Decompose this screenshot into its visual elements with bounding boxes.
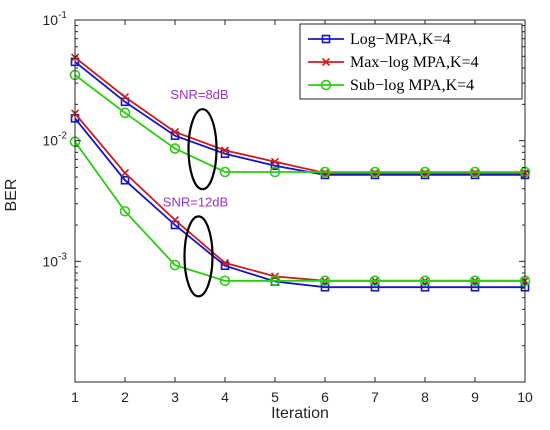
series-3 <box>69 69 531 178</box>
annotation-label: SNR=8dB <box>170 87 228 102</box>
data-point <box>170 215 180 225</box>
legend-label: Max−log MPA,K=4 <box>350 54 479 71</box>
data-point <box>419 166 431 178</box>
y-axis-title: BER <box>3 179 20 212</box>
annotation-ellipse <box>187 108 218 191</box>
series-6 <box>69 136 531 287</box>
x-tick-label: 1 <box>71 389 79 405</box>
series-line <box>74 117 525 289</box>
annotations: SNR=8dB SNR=12dB <box>163 87 229 298</box>
data-point <box>320 282 330 292</box>
y-tick-base: 10 <box>43 12 59 28</box>
y-tick-base: 10 <box>43 133 59 149</box>
x-tick-label: 3 <box>171 389 179 405</box>
x-tick-label: 2 <box>121 389 129 405</box>
x-tick-label: 9 <box>471 389 479 405</box>
data-point <box>220 146 230 155</box>
data-point <box>319 166 331 178</box>
data-point <box>420 282 430 292</box>
data-point <box>269 275 281 287</box>
y-tick-label: 10-3 <box>43 251 68 269</box>
axes-box <box>74 19 526 383</box>
data-point <box>120 97 130 107</box>
y-tick-label: 10-1 <box>43 10 68 28</box>
x-tick-label: 7 <box>371 389 379 405</box>
x-tick-label: 8 <box>421 389 429 405</box>
data-point <box>120 92 130 102</box>
data-point <box>469 166 481 178</box>
legend-entry: Log−MPA,K=4 <box>308 31 451 48</box>
legend-marker <box>321 34 331 44</box>
data-point <box>270 157 280 166</box>
y-tick-exponent: -2 <box>58 131 67 142</box>
data-point <box>119 107 131 119</box>
data-point <box>369 275 381 287</box>
legend: Log−MPA,K=4 Max−log MPA,K=4 Sub−log MPA,K=… <box>299 23 523 100</box>
legend-entry: Sub−log MPA,K=4 <box>308 77 474 94</box>
data-point <box>170 127 180 137</box>
data-point <box>219 166 231 178</box>
data-point <box>169 143 181 154</box>
y-tick-exponent: -1 <box>58 10 67 21</box>
data-point <box>470 282 480 292</box>
data-point <box>469 275 481 287</box>
data-point <box>169 259 181 271</box>
x-tick-label: 6 <box>321 389 329 405</box>
data-point <box>219 275 231 287</box>
annotation-ellipse <box>183 215 214 298</box>
data-point <box>119 205 131 217</box>
x-axis-title: Iteration <box>271 405 329 422</box>
series-line <box>74 141 525 282</box>
annotation-label: SNR=12dB <box>163 194 228 209</box>
data-point <box>120 175 130 185</box>
series-line <box>74 61 525 176</box>
series-line <box>74 56 525 174</box>
data-point <box>419 275 431 287</box>
legend-marker <box>321 57 331 67</box>
data-point <box>220 258 230 267</box>
x-tick-label: 4 <box>221 389 229 405</box>
legend-entry: Max−log MPA,K=4 <box>308 54 479 71</box>
data-point <box>269 166 281 178</box>
y-tick-exponent: -3 <box>58 251 67 262</box>
x-tick-label: 5 <box>271 389 279 405</box>
data-point <box>370 282 380 292</box>
plot-area <box>69 53 531 292</box>
data-point <box>120 168 130 178</box>
y-tick-label: 10-2 <box>43 131 68 149</box>
data-point <box>319 275 331 287</box>
data-point <box>170 220 180 230</box>
series-line <box>74 74 525 173</box>
legend-marker <box>320 79 332 91</box>
data-point <box>369 166 381 178</box>
x-tick-label: 10 <box>517 389 533 405</box>
legend-label: Sub−log MPA,K=4 <box>350 77 474 94</box>
legend-label: Log−MPA,K=4 <box>350 31 451 48</box>
y-tick-base: 10 <box>43 253 59 269</box>
